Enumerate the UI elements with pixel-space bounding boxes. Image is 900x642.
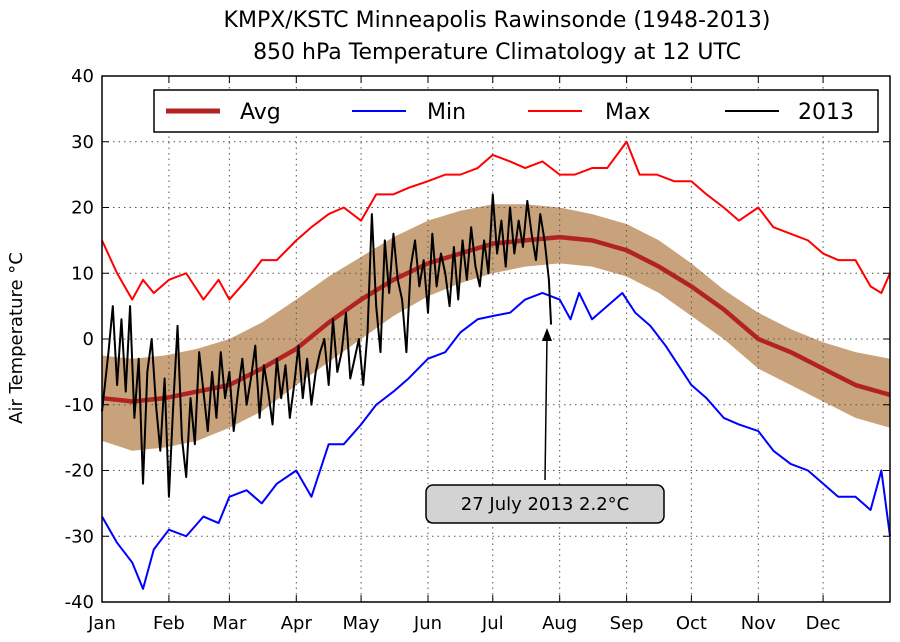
annotation-arrow-shaft [544, 335, 548, 481]
y-tick-label--30: -30 [65, 526, 94, 547]
y-tick-label--20: -20 [65, 461, 94, 482]
x-tick-label-aug: Aug [542, 613, 577, 634]
legend-label-avg: Avg [240, 100, 281, 125]
x-tick-label-jul: Jul [481, 613, 504, 634]
y-tick-label--40: -40 [65, 592, 94, 613]
chart-subtitle: 850 hPa Temperature Climatology at 12 UT… [253, 40, 741, 65]
x-tick-label-may: May [342, 613, 380, 634]
y-axis-label: Air Temperature °C [6, 252, 27, 424]
series-line-min [101, 291, 891, 590]
x-tick-label-nov: Nov [741, 613, 776, 634]
chart-title: KMPX/KSTC Minneapolis Rawinsonde (1948-2… [224, 8, 771, 33]
x-tick-label-apr: Apr [281, 613, 313, 634]
y-tick-label--10: -10 [65, 395, 94, 416]
y-tick-label-30: 30 [71, 132, 94, 153]
y-tick-label-10: 10 [71, 263, 94, 284]
x-tick-label-feb: Feb [153, 613, 185, 634]
x-tick-label-oct: Oct [676, 613, 707, 634]
legend-label-min: Min [427, 100, 466, 125]
plot-area: -40 -30 -20 -10 0 10 20 30 40 Jan Feb Mar Apr May Jun J… [65, 66, 891, 634]
annotation-text: 27 July 2013 2.2°C [461, 494, 629, 515]
series-line-max [101, 140, 891, 301]
x-tick-label-sep: Sep [610, 613, 644, 634]
y-tick-label-40: 40 [71, 66, 94, 87]
x-tick-label-jun: Jun [413, 613, 442, 634]
y-tick-label-20: 20 [71, 198, 94, 219]
legend: Avg Min Max 2013 [153, 89, 879, 133]
legend-label-2013: 2013 [798, 100, 854, 125]
variability-band [102, 204, 890, 451]
annotation: 27 July 2013 2.2°C [425, 328, 665, 524]
y-tick-label-0: 0 [83, 329, 94, 350]
legend-label-max: Max [605, 100, 650, 125]
x-tick-label-dec: Dec [806, 613, 841, 634]
annotation-box [425, 484, 665, 524]
series-line-2013 [101, 193, 553, 498]
x-tick-label-jan: Jan [87, 613, 116, 634]
annotation-arrow-head [542, 328, 552, 341]
x-tick-label-mar: Mar [212, 613, 247, 634]
